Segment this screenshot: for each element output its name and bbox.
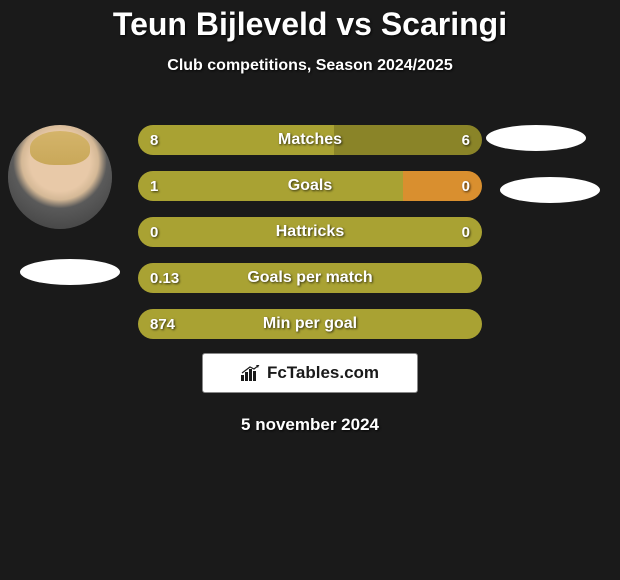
bar-label: Min per goal [138,309,482,339]
player-left-shadow-icon [20,259,120,285]
date-text: 5 november 2024 [0,415,620,435]
logo-box: FcTables.com [202,353,418,393]
bar-label: Hattricks [138,217,482,247]
bar-row: 874 Min per goal [138,309,482,339]
bar-row: 1 Goals 0 [138,171,482,201]
avatar-placeholder-icon [8,125,112,229]
player-left-avatar [8,125,112,229]
infographic-container: Teun Bijleveld vs Scaringi Club competit… [0,0,620,435]
bar-row: 8 Matches 6 [138,125,482,155]
bar-label: Matches [138,125,482,155]
bar-chart-icon [241,365,261,381]
logo-text: FcTables.com [267,363,379,383]
bar-row: 0.13 Goals per match [138,263,482,293]
comparison-bars: 8 Matches 6 1 Goals 0 0 Hattricks 0 [138,125,482,355]
page-title: Teun Bijleveld vs Scaringi [0,0,620,43]
bar-label: Goals per match [138,263,482,293]
player-right-ellipse-icon [486,125,586,151]
subtitle: Club competitions, Season 2024/2025 [0,57,620,75]
bar-row: 0 Hattricks 0 [138,217,482,247]
bar-right-value: 0 [462,171,470,201]
bar-right-value: 0 [462,217,470,247]
bar-right-value: 6 [462,125,470,155]
player-right-shadow-icon [500,177,600,203]
content-area: 8 Matches 6 1 Goals 0 0 Hattricks 0 [0,103,620,353]
bar-label: Goals [138,171,482,201]
